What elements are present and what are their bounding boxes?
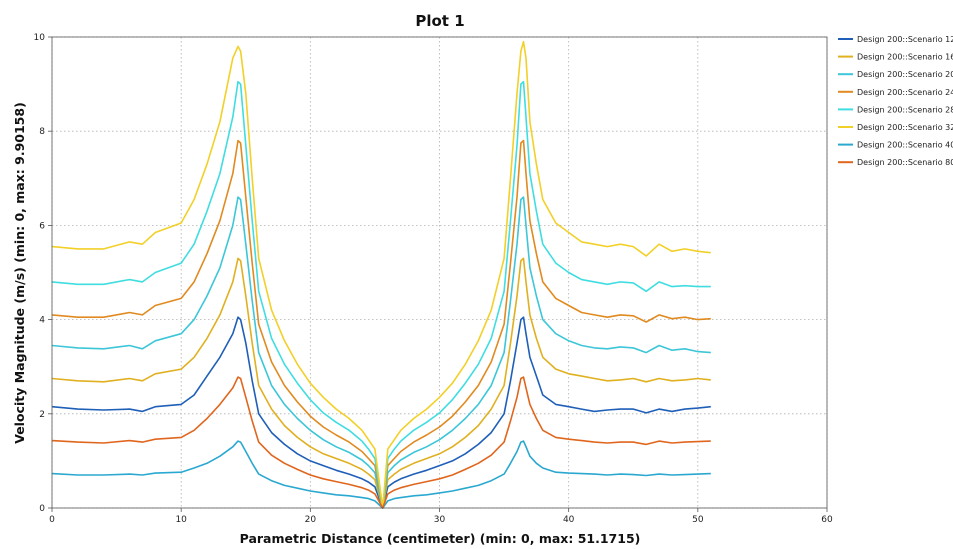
chart-title: Plot 1 (415, 12, 464, 30)
x-tick-label: 20 (305, 515, 317, 525)
legend-item: Design 200::Scenario 200 (838, 70, 953, 79)
legend-item: Design 200::Scenario 160 (838, 53, 953, 62)
legend-label: Design 200::Scenario 200 (857, 70, 953, 79)
legend-item: Design 200::Scenario 80 (838, 158, 953, 167)
y-tick-label: 8 (39, 127, 45, 137)
series-line-scenario-40 (51, 440, 711, 509)
y-tick-label: 10 (34, 33, 46, 43)
y-tick-label: 2 (39, 410, 45, 420)
series-line-scenario-240 (51, 139, 711, 509)
x-tick-label: 60 (821, 515, 833, 525)
series-line-scenario-200 (51, 196, 711, 509)
legend-label: Design 200::Scenario 160 (857, 53, 953, 62)
y-axis-label: Velocity Magnitude (m/s) (min: 0, max: 9… (12, 102, 27, 444)
legend-item: Design 200::Scenario 40 (838, 141, 953, 150)
legend-item: Design 200::Scenario 120 (838, 35, 953, 44)
x-tick-label: 40 (563, 515, 575, 525)
series-line-scenario-120 (51, 316, 711, 509)
series-lines (51, 40, 711, 509)
y-tick-label: 0 (39, 504, 45, 514)
series-line-scenario-320 (51, 40, 711, 509)
y-axis-ticks: 0 2 4 6 8 10 (34, 33, 52, 514)
legend-item: Design 200::Scenario 280 (838, 105, 953, 114)
legend-item: Design 200::Scenario 240 (838, 88, 953, 97)
series-line-scenario-80 (51, 376, 711, 509)
legend-label: Design 200::Scenario 320 (857, 123, 953, 132)
legend-label: Design 200::Scenario 240 (857, 88, 953, 97)
x-tick-label: 0 (49, 515, 55, 525)
x-axis-ticks: 0 10 20 30 40 50 60 (49, 508, 833, 525)
y-tick-label: 6 (39, 221, 45, 231)
legend-label: Design 200::Scenario 120 (857, 35, 953, 44)
x-tick-label: 30 (434, 515, 446, 525)
legend-label: Design 200::Scenario 280 (857, 105, 953, 114)
legend-label: Design 200::Scenario 40 (857, 141, 953, 150)
x-axis-label: Parametric Distance (centimeter) (min: 0… (240, 531, 641, 546)
legend-item: Design 200::Scenario 320 (838, 123, 953, 132)
legend-label: Design 200::Scenario 80 (857, 158, 953, 167)
series-line-scenario-280 (51, 80, 711, 509)
y-tick-label: 4 (39, 316, 45, 326)
x-tick-label: 50 (692, 515, 704, 525)
x-tick-label: 10 (175, 515, 187, 525)
series-line-scenario-160 (51, 257, 711, 509)
